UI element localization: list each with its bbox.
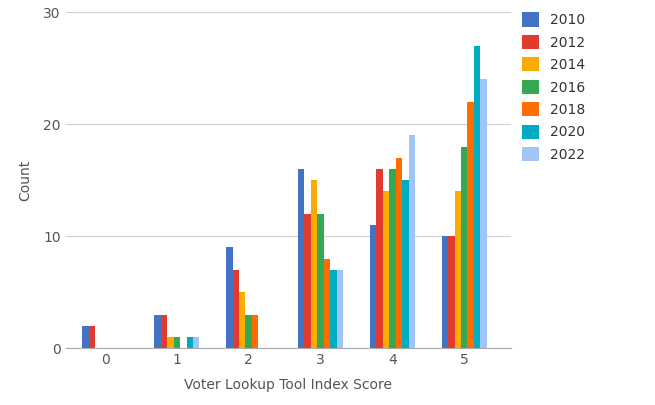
Bar <box>480 79 487 348</box>
Bar <box>389 169 396 348</box>
Bar <box>448 236 455 348</box>
Bar <box>298 169 305 348</box>
Bar <box>233 270 239 348</box>
Bar <box>441 236 448 348</box>
Bar <box>317 214 324 348</box>
Bar <box>239 292 246 348</box>
Bar <box>83 326 89 348</box>
Bar <box>324 259 330 348</box>
Legend: 2010, 2012, 2014, 2016, 2018, 2020, 2022: 2010, 2012, 2014, 2016, 2018, 2020, 2022 <box>522 13 586 162</box>
X-axis label: Voter Lookup Tool Index Score: Voter Lookup Tool Index Score <box>184 378 392 392</box>
Y-axis label: Count: Count <box>18 160 32 201</box>
Bar <box>376 169 383 348</box>
Bar <box>305 214 311 348</box>
Bar <box>337 270 343 348</box>
Bar <box>330 270 337 348</box>
Bar <box>474 46 480 348</box>
Bar <box>160 315 167 348</box>
Bar <box>369 225 376 348</box>
Bar <box>226 247 233 348</box>
Bar <box>89 326 96 348</box>
Bar <box>167 337 174 348</box>
Bar <box>187 337 193 348</box>
Bar <box>468 102 474 348</box>
Bar <box>252 315 258 348</box>
Bar <box>174 337 180 348</box>
Bar <box>383 192 389 348</box>
Bar <box>311 180 317 348</box>
Bar <box>461 147 468 348</box>
Bar <box>193 337 200 348</box>
Bar <box>455 192 461 348</box>
Bar <box>402 180 409 348</box>
Bar <box>154 315 160 348</box>
Bar <box>246 315 252 348</box>
Bar <box>409 135 415 348</box>
Bar <box>396 158 402 348</box>
